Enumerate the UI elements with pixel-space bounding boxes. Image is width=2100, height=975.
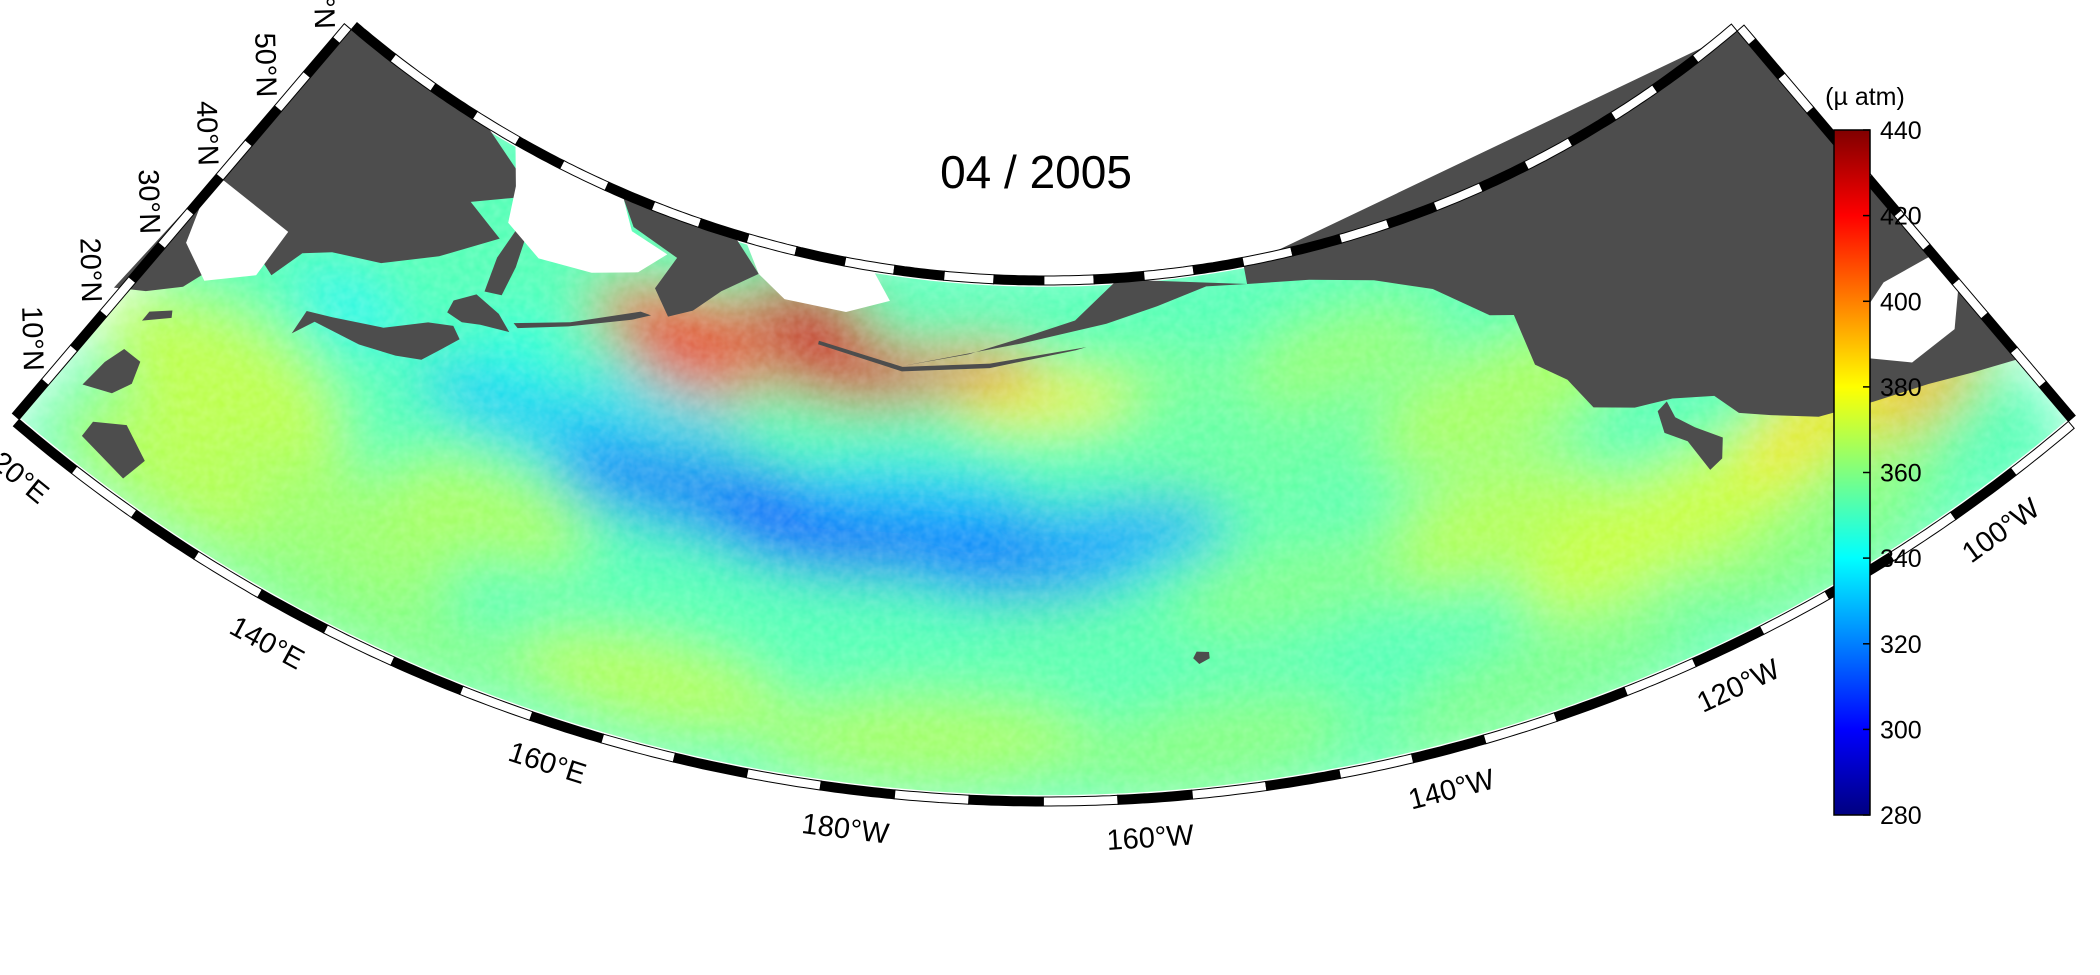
frame-segment [943, 270, 995, 285]
lat-label: 30°N [132, 169, 166, 235]
colorbar-unit: (µ atm) [1825, 83, 1905, 111]
frame-segment [1691, 23, 1738, 64]
lat-label: 60°N [306, 0, 340, 29]
north-america-land [1243, 31, 2017, 417]
lon-label: 160°W [1106, 819, 1196, 857]
taiwan-land [142, 310, 173, 321]
map-title: 04 / 2005 [940, 146, 1132, 198]
bering-nodata [746, 242, 890, 312]
lat-label: 10°N [15, 306, 49, 372]
luzon-land [82, 349, 141, 394]
frame-segment [968, 794, 1044, 807]
lon-label: 140°W [1405, 763, 1498, 816]
alaska-land [873, 271, 1248, 366]
kamchatka-land [623, 198, 759, 317]
colorbar-tick-label: 380 [1880, 374, 1922, 402]
colorbar-tick-label: 320 [1880, 631, 1922, 659]
philippines-south-land [81, 421, 145, 479]
lon-label: 140°E [224, 610, 309, 676]
frame-segment [1042, 794, 1119, 807]
frame-segment [1043, 274, 1095, 286]
colorbar-ticks: 280 300 320 340 360 380 400 420 440 [1863, 117, 1922, 830]
lat-label: 50°N [248, 32, 282, 98]
colorbar-tick-label: 340 [1880, 545, 1922, 573]
colorbar-tick-label: 360 [1880, 460, 1922, 488]
map-frame [11, 21, 2076, 807]
okhotsk-nodata [508, 144, 668, 273]
gulf-of-mexico-nodata [1853, 257, 1958, 363]
aleutian-chain-land [818, 340, 1087, 372]
colorbar-tick-label: 420 [1880, 203, 1922, 231]
colorbar: (µ atm) 280 300 320 340 360 380 400 420 440 [1825, 83, 1922, 830]
frame-segment [993, 274, 1045, 286]
frame-segment [2009, 420, 2075, 477]
lat-label: 20°N [73, 237, 107, 303]
hawaii-land [1193, 651, 1210, 664]
colorbar-tick-label: 280 [1880, 802, 1922, 830]
latitude-labels: 10°N 20°N 30°N 40°N 50°N 60°N [15, 0, 340, 371]
kurile-chain-land [513, 311, 651, 329]
frame-segment [331, 22, 352, 45]
hokkaido-land [447, 294, 510, 333]
land-masses [81, 29, 2017, 664]
lat-label: 40°N [190, 101, 224, 167]
lon-label: 180°W [800, 808, 891, 851]
baja-california-land [1657, 401, 1723, 470]
yellow-sea-nodata [186, 180, 289, 281]
frame-segment [1736, 24, 1757, 46]
colorbar-tick-label: 400 [1880, 288, 1922, 316]
sakhalin-land [484, 227, 528, 296]
colorbar-tick-label: 300 [1880, 716, 1922, 744]
japan-honshu-land [291, 311, 460, 360]
lon-label: 160°E [505, 736, 590, 791]
colorbar-tick-label: 440 [1880, 117, 1922, 145]
lon-label: 120°W [1692, 653, 1785, 719]
